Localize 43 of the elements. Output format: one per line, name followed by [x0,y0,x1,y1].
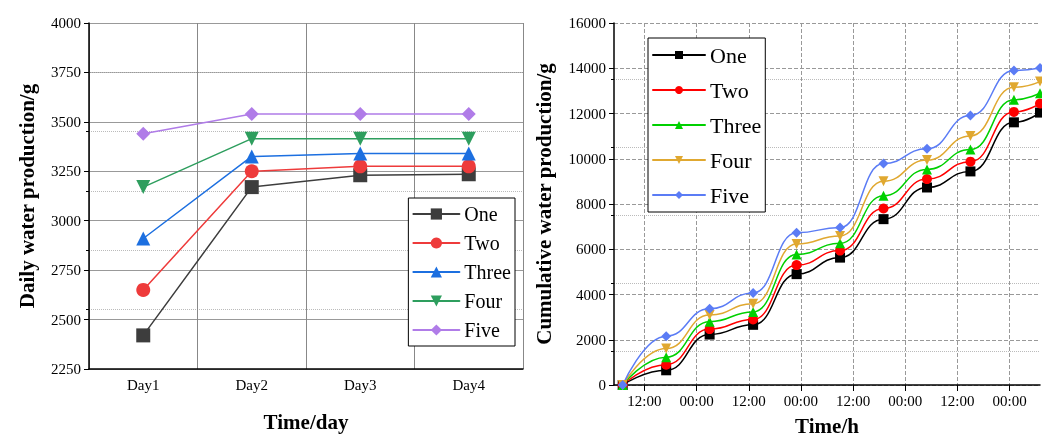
legend-label: Five [710,182,750,208]
y-tick-label: 0 [598,377,606,393]
legend-label: Two [464,232,500,254]
y-tick-label: 2000 [576,331,606,348]
x-tick-label: 00:00 [888,392,923,409]
y-tick-label: 6000 [576,241,606,258]
legend-label: Three [710,112,762,138]
x-tick-label: 12:00 [940,392,975,409]
x-axis-title: Time/day [263,409,349,434]
y-tick-label: 3750 [51,64,81,81]
legend-label: Three [464,261,512,283]
y-tick-label: 4000 [51,15,81,31]
y-tick-label: 14000 [568,60,606,77]
legend-label: Four [710,147,753,173]
legend-label: Two [710,77,749,103]
x-tick-label: 00:00 [783,392,818,409]
x-axis-title: Time/h [795,413,860,438]
x-tick-label: 00:00 [679,392,714,409]
x-tick-label: 12:00 [627,392,662,409]
y-tick-label: 12000 [568,105,606,122]
y-tick-label: 3000 [51,212,81,229]
y-tick-label: 8000 [576,196,606,212]
y-tick-label: 4000 [576,286,606,303]
y-tick-label: 2500 [51,311,81,328]
x-tick-label: 12:00 [731,392,766,409]
y-axis-title: Cumulative water production/g [531,62,556,345]
y-tick-label: 10000 [568,150,606,167]
y-tick-label: 2750 [51,262,81,279]
y-tick-label: 16000 [568,15,606,31]
x-tick-label: Day2 [235,376,268,393]
y-tick-label: 3500 [51,113,81,130]
legend-label: One [710,42,747,68]
legend-label: Five [464,319,501,341]
x-tick-label: Day1 [127,376,160,393]
x-tick-label: 12:00 [836,392,871,409]
legend-label: One [464,203,498,225]
x-tick-label: 00:00 [992,392,1027,409]
x-tick-label: Day4 [452,376,486,393]
legend-label: Four [464,290,503,312]
y-axis-title: Daily water production/g [14,83,39,309]
x-tick-label: Day3 [344,376,377,393]
y-tick-label: 3250 [51,163,81,180]
y-tick-label: 2250 [51,361,81,377]
